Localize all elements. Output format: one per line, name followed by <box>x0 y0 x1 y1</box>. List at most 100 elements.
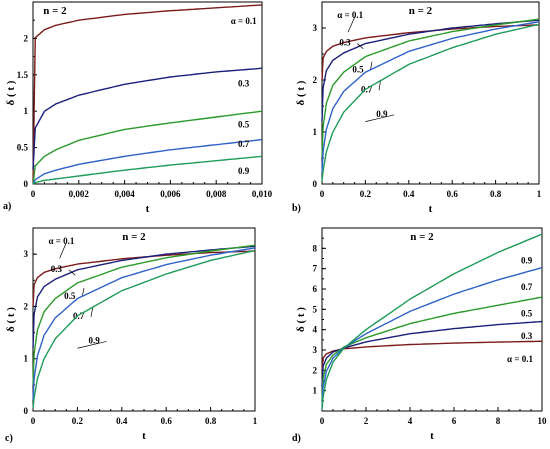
series-label: 0.7 <box>73 311 85 321</box>
x-tick-label: 8 <box>496 416 501 426</box>
series-label: 0.7 <box>238 139 250 149</box>
y-tick-label: 3 <box>24 249 29 259</box>
x-tick-label: 1 <box>537 189 542 199</box>
series-line-alpha-0-3 <box>32 245 256 349</box>
x-tick-label: 0.4 <box>116 416 128 426</box>
chart-panel-b: 0 0.2 0.4 0.6 0.8 1 0 1 2 3 t δ ( t ) n = 2 b) α = 0.1… <box>292 1 542 215</box>
y-tick-label: 7 <box>313 264 318 274</box>
plot-frame <box>321 227 543 412</box>
label-leader-line <box>90 306 94 317</box>
y-tick-label: 2 <box>313 365 318 375</box>
series-label: 0.3 <box>51 264 63 274</box>
series-line-alpha-0-5 <box>321 18 540 159</box>
series-label: α = 0.1 <box>337 10 363 20</box>
series-label: α = 0.1 <box>231 16 257 26</box>
y-tick-label: 5 <box>313 304 318 314</box>
y-axis-label: δ ( t ) <box>295 80 307 105</box>
label-leader-line <box>357 43 364 50</box>
x-tick-label: 0.8 <box>205 416 217 426</box>
y-tick-label: 1 <box>313 127 318 137</box>
y-tick-label: 2 <box>24 33 29 43</box>
series-label: 0.7 <box>521 282 533 292</box>
series-label: 0.3 <box>339 38 351 48</box>
series-label: α = 0.1 <box>49 236 75 246</box>
series-label: 0.7 <box>361 84 373 94</box>
x-tick-label: 0,002 <box>69 189 90 199</box>
series-line-alpha-0-7 <box>321 21 540 174</box>
y-tick-label: 1 <box>24 106 29 116</box>
y-tick-label: 3 <box>313 23 318 33</box>
y-tick-label: 0 <box>313 179 318 189</box>
series-label: 0.9 <box>238 166 250 176</box>
x-tick-label: 0 <box>320 189 325 199</box>
series-label: 0.3 <box>521 331 533 341</box>
x-tick-label: 0.8 <box>490 189 502 199</box>
series-line-alpha-0-7 <box>32 247 256 401</box>
series-label: 0.5 <box>238 119 250 129</box>
x-tick-label: 0.2 <box>360 189 372 199</box>
panel-label: b) <box>292 203 301 214</box>
chart-panel-a: 0 0,002 0,004 0,006 0,008 0,010 0 0.5 1 1.5 2 t δ ( … <box>3 1 273 215</box>
y-tick-label: 0 <box>24 406 29 416</box>
series-line-alpha-0-3 <box>321 19 540 122</box>
y-tick-label: 2 <box>313 75 318 85</box>
y-tick-label: 1 <box>24 354 29 364</box>
x-tick-label: 0.2 <box>72 416 84 426</box>
y-axis-label: δ ( t ) <box>5 80 17 105</box>
series-line-alpha-0-5 <box>32 244 256 385</box>
x-tick-label: 0 <box>31 189 36 199</box>
label-leader-line <box>59 241 67 259</box>
y-tick-label: 1.5 <box>17 70 29 80</box>
series-label: 0.3 <box>238 79 250 89</box>
label-leader-line <box>365 114 395 122</box>
chart-title: n = 2 <box>43 5 67 17</box>
y-tick-label: 0 <box>24 179 29 189</box>
series-label: α = 0.1 <box>507 354 533 364</box>
series-line-alpha-0-9 <box>321 23 540 182</box>
plot-frame <box>321 1 540 185</box>
series-label: 0.5 <box>352 65 364 75</box>
series-label: 0.5 <box>64 291 76 301</box>
series-line-alpha-0-1 <box>32 4 263 183</box>
series-line-alpha-0-5 <box>321 296 543 401</box>
x-tick-label: 0 <box>320 416 325 426</box>
x-tick-label: 4 <box>408 416 413 426</box>
panel-label: d) <box>292 433 301 444</box>
x-tick-label: 0.6 <box>161 416 173 426</box>
x-axis-label: t <box>429 203 433 215</box>
series-label: 0.5 <box>521 308 533 318</box>
x-axis-label: t <box>146 203 150 215</box>
chart-title: n = 2 <box>409 5 433 17</box>
x-tick-label: 0.6 <box>447 189 459 199</box>
y-tick-label: 6 <box>313 284 318 294</box>
series-line-alpha-0-3 <box>321 320 543 387</box>
x-axis-label: t <box>142 430 146 442</box>
series-label: 0.9 <box>89 335 101 345</box>
series-line-alpha-0-1 <box>321 340 542 371</box>
plot-frame <box>32 1 263 185</box>
chart-panel-c: 0 0.2 0.4 0.6 0.8 1 0 1 2 3 t δ ( t ) n = 2 c) α = 0.1… <box>5 227 258 444</box>
chart-title: n = 2 <box>410 231 434 243</box>
label-leader-line <box>77 341 107 349</box>
series-line-alpha-0-5 <box>32 110 263 185</box>
y-tick-label: 1 <box>313 386 318 396</box>
y-tick-label: 4 <box>313 325 318 335</box>
label-leader-line <box>68 269 76 276</box>
series-line-alpha-0-7 <box>321 266 543 407</box>
label-leader-line <box>378 79 381 91</box>
y-axis-label: δ ( t ) <box>295 307 307 332</box>
series-line-alpha-0-9 <box>32 155 263 185</box>
x-tick-label: 0,008 <box>206 189 227 199</box>
x-axis-label: t <box>430 430 434 442</box>
x-tick-label: 10 <box>538 416 548 426</box>
series-line-alpha-0-7 <box>32 138 263 185</box>
x-tick-label: 6 <box>452 416 457 426</box>
x-tick-label: 0,006 <box>160 189 181 199</box>
series-line-alpha-0-9 <box>32 249 256 409</box>
y-tick-label: 0.5 <box>17 143 29 153</box>
series-line-alpha-0-3 <box>32 67 263 170</box>
y-tick-label: 3 <box>313 345 318 355</box>
chart-title: n = 2 <box>122 231 146 243</box>
